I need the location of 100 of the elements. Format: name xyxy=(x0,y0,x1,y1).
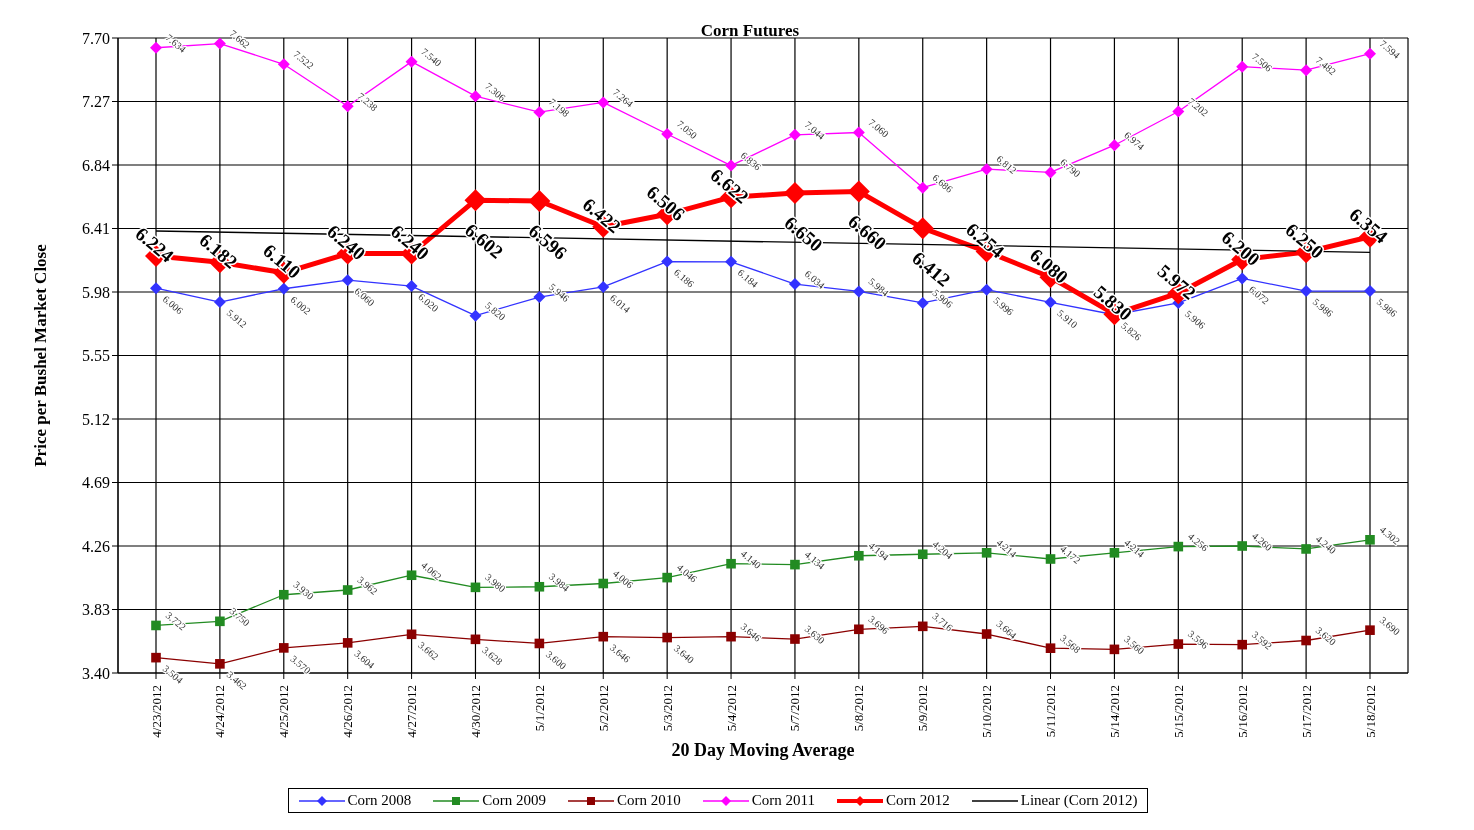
x-tick-label: 5/17/2012 xyxy=(1298,685,1314,738)
data-label: 4.214 xyxy=(1122,536,1147,560)
x-tick-label: 4/25/2012 xyxy=(276,685,292,738)
point xyxy=(533,106,546,119)
y-tick-label: 5.55 xyxy=(82,347,110,365)
data-label: 4.046 xyxy=(674,561,700,585)
point xyxy=(405,280,418,293)
point xyxy=(1236,272,1249,285)
y-axis-title: Price per Bushel Market Close xyxy=(31,243,51,467)
data-label: 6.836 xyxy=(738,149,764,173)
point xyxy=(215,616,225,627)
point xyxy=(1301,544,1311,554)
point xyxy=(917,549,928,560)
point xyxy=(852,126,865,139)
point xyxy=(725,255,738,268)
x-tick-label: 4/27/2012 xyxy=(404,685,420,738)
x-tick-label: 5/18/2012 xyxy=(1362,685,1378,738)
x-tick-label: 5/4/2012 xyxy=(723,685,739,732)
point xyxy=(1109,547,1120,558)
point xyxy=(662,572,672,583)
x-tick-label: 5/9/2012 xyxy=(915,685,931,732)
point xyxy=(662,632,672,643)
legend-label: Corn 2009 xyxy=(482,792,547,809)
x-tick-label: 5/1/2012 xyxy=(531,685,547,732)
data-label: 4.256 xyxy=(1186,530,1211,554)
y-tick-label: 5.98 xyxy=(82,283,110,301)
point xyxy=(980,163,993,176)
point xyxy=(788,128,801,141)
point xyxy=(790,634,800,644)
point xyxy=(342,638,353,648)
legend-label: Corn 2011 xyxy=(751,792,816,809)
point xyxy=(783,182,806,205)
point xyxy=(213,38,226,50)
data-label: 4.194 xyxy=(866,539,891,563)
point xyxy=(911,217,934,240)
point xyxy=(1045,643,1056,653)
x-tick-label: 5/7/2012 xyxy=(787,685,803,732)
point xyxy=(981,547,992,558)
x-tick-label: 4/26/2012 xyxy=(340,685,356,738)
point xyxy=(1365,535,1375,545)
x-tick-label: 5/15/2012 xyxy=(1170,685,1186,738)
point xyxy=(1365,625,1375,635)
point xyxy=(1108,139,1121,152)
point xyxy=(150,41,162,54)
y-tick-label: 4.26 xyxy=(82,537,110,555)
point xyxy=(277,58,290,71)
y-tick-label: 3.40 xyxy=(82,664,110,682)
point xyxy=(1044,296,1057,309)
point xyxy=(661,255,674,268)
x-tick-label: 5/2/2012 xyxy=(595,685,611,732)
point xyxy=(981,629,992,639)
point xyxy=(854,550,864,561)
point xyxy=(464,189,487,212)
point xyxy=(661,127,674,140)
point xyxy=(916,181,929,194)
chart-title: Corn Futures xyxy=(700,21,800,40)
point xyxy=(342,585,353,595)
point xyxy=(469,309,482,322)
point xyxy=(1237,639,1248,650)
point xyxy=(726,631,736,642)
point xyxy=(790,559,800,570)
point xyxy=(213,296,226,309)
point xyxy=(405,55,418,68)
x-tick-label: 5/10/2012 xyxy=(979,685,995,738)
point xyxy=(278,589,289,600)
data-label: 4.204 xyxy=(930,538,955,562)
data-label: 4.302 xyxy=(1377,523,1403,547)
point xyxy=(597,96,610,109)
data-label: 4.006 xyxy=(610,567,636,591)
legend-label: Linear (Corn 2012) xyxy=(1020,792,1138,809)
data-label: 4.140 xyxy=(738,547,764,571)
point xyxy=(1237,541,1248,551)
point xyxy=(597,280,610,293)
point xyxy=(1044,166,1057,179)
legend-label: Corn 2010 xyxy=(617,792,681,809)
point xyxy=(726,558,736,569)
point xyxy=(469,90,482,103)
x-tick-label: 5/14/2012 xyxy=(1106,685,1122,738)
x-tick-label: 5/3/2012 xyxy=(659,685,675,732)
data-label: 4.134 xyxy=(802,548,827,572)
y-tick-label: 5.12 xyxy=(82,410,110,428)
x-tick-label: 5/8/2012 xyxy=(851,685,867,732)
point xyxy=(151,620,161,631)
y-tick-label: 7.27 xyxy=(82,93,110,111)
point xyxy=(854,624,864,635)
point xyxy=(1172,105,1185,118)
point xyxy=(1364,47,1376,60)
point xyxy=(598,578,609,589)
point xyxy=(788,278,801,291)
y-tick-label: 4.69 xyxy=(82,474,110,492)
point xyxy=(598,631,609,642)
x-tick-label: 4/23/2012 xyxy=(148,685,164,738)
data-label: 4.240 xyxy=(1313,533,1339,556)
data-label: 4.214 xyxy=(994,536,1019,560)
x-axis-title: 20 Day Moving Average xyxy=(671,740,855,760)
legend-label: Corn 2008 xyxy=(347,792,412,809)
y-tick-label: 7.70 xyxy=(82,29,110,47)
point xyxy=(1045,554,1056,564)
legend-label: Corn 2012 xyxy=(886,792,950,809)
point xyxy=(534,581,545,592)
